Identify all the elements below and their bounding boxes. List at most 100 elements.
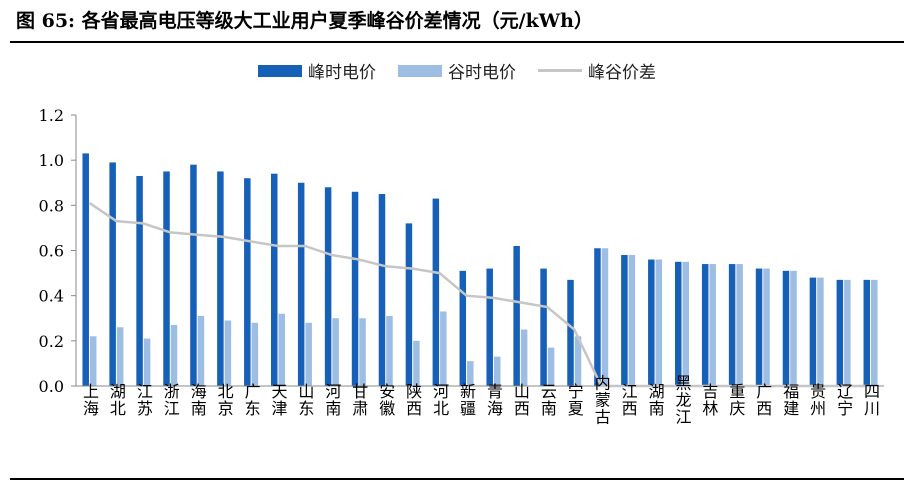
peak-price-bar xyxy=(351,191,359,386)
y-tick-label: 0.0 xyxy=(39,377,64,396)
y-tick-label: 0.2 xyxy=(39,332,64,351)
valley-price-bar xyxy=(547,347,555,386)
x-category-label: 吉林 xyxy=(699,383,718,417)
legend-swatch-diff xyxy=(538,69,582,72)
valley-price-bar xyxy=(89,336,97,386)
x-category-label: 新疆 xyxy=(457,383,476,417)
valley-price-bar xyxy=(655,259,663,386)
valley-price-bar xyxy=(467,361,474,386)
x-category-label: 河北 xyxy=(430,383,449,417)
x-category-label: 山西 xyxy=(511,383,530,417)
valley-price-bar xyxy=(413,340,420,386)
valley-price-bar xyxy=(386,315,393,386)
peak-price-bar xyxy=(82,153,89,386)
valley-price-bar xyxy=(197,315,205,386)
peak-price-bar xyxy=(432,198,440,386)
peak-price-bar xyxy=(728,264,736,386)
chart-legend: 峰时电价 谷时电价 峰谷价差 xyxy=(0,58,914,83)
peak-price-bar xyxy=(863,279,871,386)
peak-price-bar xyxy=(648,259,655,386)
valley-price-bar xyxy=(224,320,232,386)
x-category-label: 湖北 xyxy=(107,383,126,417)
peak-price-bar xyxy=(244,178,251,386)
peak-price-bar xyxy=(594,248,601,386)
valley-price-bar xyxy=(817,277,824,386)
x-category-label: 贵州 xyxy=(807,383,826,417)
legend-item-peak: 峰时电价 xyxy=(258,58,376,83)
y-tick-label: 0.6 xyxy=(39,242,64,261)
peak-price-bar xyxy=(809,277,817,386)
x-category-label: 北京 xyxy=(215,383,234,417)
peak-price-bar xyxy=(217,171,224,386)
y-tick-label: 1.0 xyxy=(39,151,64,170)
peak-price-bar xyxy=(836,279,844,386)
legend-item-diff: 峰谷价差 xyxy=(538,58,656,83)
peak-price-bar xyxy=(297,182,305,386)
x-category-label: 河南 xyxy=(322,383,341,417)
legend-label-diff: 峰谷价差 xyxy=(588,63,656,83)
valley-price-bar xyxy=(332,318,339,386)
legend-label-valley: 谷时电价 xyxy=(448,63,516,83)
x-category-label: 广西 xyxy=(753,383,772,417)
x-category-label: 福建 xyxy=(780,383,799,417)
peak-valley-diff-line xyxy=(88,202,871,388)
peak-price-bar xyxy=(782,270,790,386)
valley-price-bar xyxy=(143,338,151,386)
valley-price-bar xyxy=(251,322,259,386)
legend-item-valley: 谷时电价 xyxy=(398,58,516,83)
valley-price-bar xyxy=(170,325,178,386)
valley-price-bar xyxy=(493,356,501,386)
valley-price-bar xyxy=(790,270,797,386)
title-rule xyxy=(10,41,904,43)
peak-price-bar xyxy=(486,268,493,386)
peak-price-bar xyxy=(621,255,628,386)
x-category-label: 江西 xyxy=(619,383,638,417)
x-category-label: 江苏 xyxy=(134,383,153,417)
peak-price-bar xyxy=(567,279,574,386)
bottom-rule xyxy=(10,478,904,480)
peak-price-bar xyxy=(701,264,709,386)
x-category-label: 甘肃 xyxy=(349,383,368,417)
y-tick-label: 1.2 xyxy=(39,106,64,125)
x-category-label: 陕西 xyxy=(403,383,422,417)
x-category-label: 安徽 xyxy=(376,383,395,417)
valley-price-bar xyxy=(763,268,770,386)
valley-price-bar xyxy=(574,336,582,386)
x-category-label: 宁夏 xyxy=(565,383,584,417)
peak-price-bar xyxy=(405,223,413,386)
peak-price-bar xyxy=(459,270,467,386)
x-category-label: 天津 xyxy=(269,383,288,417)
legend-label-peak: 峰时电价 xyxy=(308,63,376,83)
x-category-label: 重庆 xyxy=(726,383,745,417)
peak-price-bar xyxy=(136,175,143,386)
peak-price-bar xyxy=(163,171,170,386)
figure-title: 图 65: 各省最高电压等级大工业用户夏季峰谷价差情况（元/kWh） xyxy=(16,10,593,32)
valley-price-bar xyxy=(736,264,743,386)
legend-swatch-valley xyxy=(398,64,442,77)
valley-price-bar xyxy=(116,327,124,386)
valley-price-bar xyxy=(601,248,609,386)
valley-price-bar xyxy=(871,279,878,386)
peak-price-bar xyxy=(755,268,763,386)
y-tick-label: 0.4 xyxy=(39,287,64,306)
peak-price-bar xyxy=(324,187,332,386)
x-category-label: 黑龙江 xyxy=(673,375,692,426)
x-category-label: 内蒙古 xyxy=(592,375,611,426)
peak-price-bar xyxy=(540,268,547,386)
x-category-label: 浙江 xyxy=(161,383,180,417)
peak-price-bar xyxy=(271,173,278,386)
valley-price-bar xyxy=(305,322,312,386)
x-category-label: 云南 xyxy=(538,383,557,417)
peak-price-bar xyxy=(513,245,520,386)
legend-swatch-peak xyxy=(258,64,302,77)
x-category-label: 辽宁 xyxy=(834,383,853,417)
valley-price-bar xyxy=(520,329,528,386)
x-category-label: 广东 xyxy=(242,383,261,417)
peak-price-bar xyxy=(675,261,682,386)
valley-price-bar xyxy=(440,311,447,386)
valley-price-bar xyxy=(359,318,366,386)
x-category-label: 山东 xyxy=(295,383,314,417)
x-category-label: 上海 xyxy=(80,383,99,417)
valley-price-bar xyxy=(709,264,716,386)
